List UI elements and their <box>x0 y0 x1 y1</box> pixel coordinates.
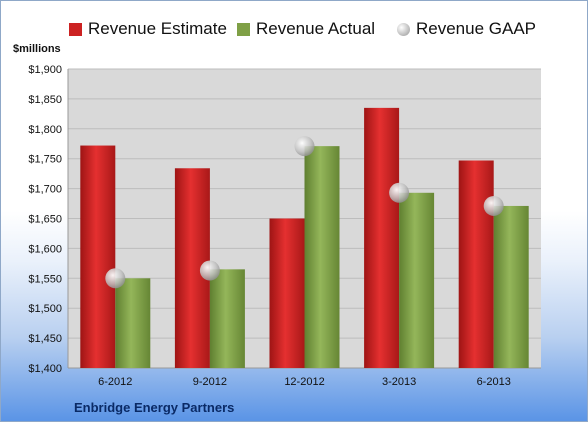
y-tick-label: $1,900 <box>28 64 62 76</box>
y-tick-label: $1,500 <box>28 303 62 315</box>
bar-revenue-estimate <box>80 145 116 368</box>
legend-item-revenue-estimate: Revenue Estimate <box>69 17 227 41</box>
y-tick-label: $1,400 <box>28 363 62 375</box>
bar-revenue-actual <box>304 146 340 368</box>
y-tick-label: $1,750 <box>28 154 62 166</box>
legend-label-revenue-gaap: Revenue GAAP <box>416 19 537 38</box>
x-tick-label: 12-2012 <box>284 376 324 388</box>
y-tick-label: $1,550 <box>28 273 62 285</box>
y-tick-label: $1,650 <box>28 214 62 226</box>
y-axis-units-label: $millions <box>13 43 61 55</box>
y-tick-label: $1,850 <box>28 94 62 106</box>
marker-revenue-gaap <box>389 182 410 203</box>
marker-revenue-gaap <box>294 136 315 157</box>
legend-item-revenue-gaap: Revenue GAAP <box>397 17 536 41</box>
y-tick-label: $1,800 <box>28 124 62 136</box>
company-name: Enbridge Energy Partners <box>74 400 235 415</box>
bar-revenue-estimate <box>458 160 494 368</box>
y-tick-label: $1,450 <box>28 333 62 345</box>
legend-swatch-revenue-actual <box>237 22 250 36</box>
y-tick-label: $1,700 <box>28 184 62 196</box>
x-tick-label: 6-2012 <box>98 376 132 388</box>
x-tick-label: 3-2013 <box>382 376 416 388</box>
x-tick-label: 9-2012 <box>193 376 227 388</box>
marker-revenue-gaap <box>199 260 220 281</box>
legend-label-revenue-actual: Revenue Actual <box>256 19 376 38</box>
bar-revenue-actual <box>115 278 151 368</box>
marker-revenue-gaap <box>105 268 126 289</box>
bar-revenue-actual <box>209 269 245 368</box>
legend-swatch-revenue-estimate <box>69 22 82 36</box>
y-tick-label: $1,600 <box>28 243 62 255</box>
bar-revenue-estimate <box>364 107 400 369</box>
legend-marker-revenue-gaap <box>397 22 410 36</box>
chart-legend: Revenue Estimate Revenue Actual Revenue … <box>1 17 587 41</box>
bar-revenue-actual <box>399 192 435 368</box>
legend-label-revenue-estimate: Revenue Estimate <box>88 19 227 38</box>
marker-revenue-gaap <box>483 195 504 216</box>
x-tick-label: 6-2013 <box>477 376 511 388</box>
bar-revenue-estimate <box>269 218 305 368</box>
legend-item-revenue-actual: Revenue Actual <box>237 17 375 41</box>
bar-revenue-actual <box>493 205 529 368</box>
